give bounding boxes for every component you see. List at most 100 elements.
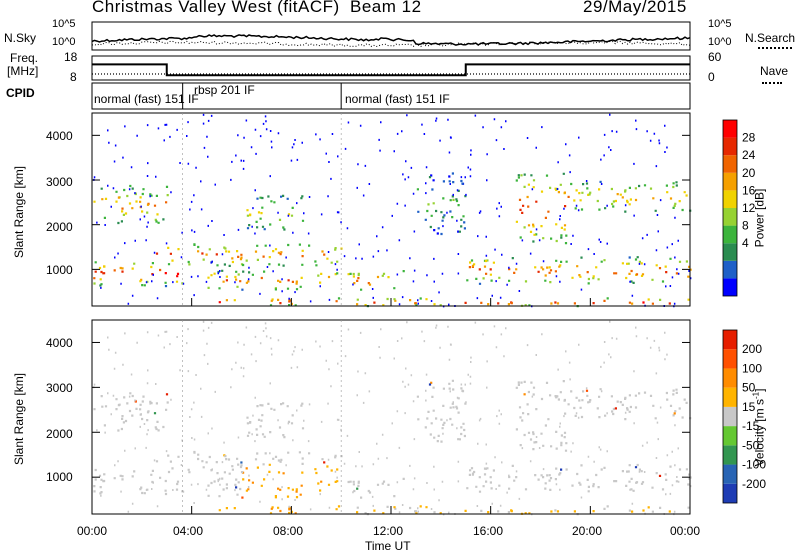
velocity-echo-band-9 [585, 389, 589, 392]
power-colorbar-tick: 20 [742, 166, 756, 180]
nsky-series [91, 34, 691, 46]
power-echo-band-9 [599, 180, 602, 183]
velocity-echo-band-0 [93, 392, 169, 432]
velocity-ytick-2000: 2000 [46, 427, 73, 441]
noise-panel [91, 21, 691, 51]
power-echo-band-9 [616, 193, 673, 202]
nave-legend-line [762, 82, 782, 84]
velocity-colorbar-swatch [723, 483, 737, 503]
power-colorbar-swatch [723, 137, 737, 156]
power-echo-band-3 [246, 209, 291, 217]
power-colorbar-tick: 8 [742, 219, 749, 233]
nsky-label: N.Sky [4, 31, 37, 45]
power-echo-band-4 [241, 288, 244, 291]
velocity-ytick-3000: 3000 [46, 381, 73, 395]
power-echo-band-8 [526, 191, 567, 227]
power-echo-band-8 [518, 198, 550, 219]
velocity-ytick-4000: 4000 [46, 336, 73, 350]
power-echo-band-8 [520, 174, 562, 243]
date-label: 29/May/2015 [583, 0, 687, 16]
power-echo-band-8 [515, 183, 566, 236]
beam-label: Beam 12 [350, 0, 422, 16]
power-ytick-3000: 3000 [46, 175, 73, 189]
power-echo-band-1 [103, 265, 143, 281]
velocity-echo-band-6 [416, 379, 467, 443]
power-echo-band-0 [121, 201, 168, 210]
nsearch-label: N.Search [745, 31, 796, 45]
power-echo-band-2 [202, 246, 339, 266]
power-colorbar-tick: 12 [742, 201, 756, 215]
power-echo-band-1 [94, 261, 171, 287]
power-echo-band-2 [223, 263, 285, 267]
velocity-echo-band-2 [323, 461, 326, 464]
power-echo-band-4 [218, 270, 405, 291]
power-echo-band-6 [417, 172, 466, 236]
power-colorbar-swatch [723, 278, 737, 296]
power-echo-band-5 [356, 297, 662, 307]
power-ytick-4000: 4000 [46, 129, 73, 143]
power-colorbar-swatch [723, 172, 737, 191]
velocity-colorbar-swatch [723, 368, 737, 388]
freq-tick-bottom: 8 [70, 70, 77, 84]
cpid-mode-2: normal (fast) 151 IF [345, 92, 450, 106]
power-echo-band-5 [225, 298, 634, 306]
power-echo-band-5 [279, 300, 671, 305]
nsky-tick-top: 10^5 [52, 18, 76, 30]
xtick-2: 08:00 [273, 524, 304, 538]
power-echo-band-7 [471, 264, 692, 278]
power-echo-band-3 [246, 214, 294, 221]
velocity-colorbar-swatch [723, 426, 737, 446]
power-colorbar-swatch [723, 243, 737, 261]
velocity-echo-band-7 [658, 474, 662, 477]
velocity-colorbar-swatch [723, 445, 737, 465]
velocity-echo-band-2 [240, 461, 243, 464]
power-echo-band-4 [217, 269, 251, 274]
velocity-echo-band-5 [218, 505, 671, 515]
velocity-colorbar-tick: 100 [742, 361, 762, 375]
power-colorbar: 28 24 20 16 12 8 4 [722, 119, 756, 297]
power-echo-band-9 [567, 195, 570, 198]
velocity-echo-band-4 [247, 479, 323, 496]
velocity-echo-band-7 [466, 463, 692, 493]
freq-panel [91, 55, 691, 81]
velocity-echo-band-6 [430, 381, 433, 384]
power-echo-band-9 [582, 181, 692, 213]
velocity-colorbar-swatch [723, 330, 737, 350]
freq-frame [91, 55, 691, 81]
xtick-6: 00:00 [670, 524, 701, 538]
velocity-echo-band-2 [223, 454, 339, 475]
power-ytick-1000: 1000 [46, 263, 73, 277]
velocity-echo-band-2 [242, 467, 285, 475]
velocity-colorbar-swatch [723, 464, 737, 484]
velocity-panel [91, 319, 692, 516]
velocity-colorbar-frame [722, 329, 738, 504]
power-colorbar-frame [722, 119, 738, 297]
velocity-echo-band-4 [241, 496, 244, 499]
plot-title: Christmas Valley West (fitACF) [92, 0, 340, 16]
power-echo-band-5 [233, 298, 690, 307]
velocity-ytick-1000: 1000 [46, 470, 73, 484]
power-echo-band-9 [570, 182, 684, 212]
freq-unit-label: [MHz] [7, 64, 39, 78]
velocity-colorbar-swatch [723, 406, 737, 427]
power-colorbar-swatch [723, 225, 737, 244]
power-echo-band-7 [482, 259, 688, 284]
freq-tick-top: 18 [64, 50, 78, 64]
power-colorbar-tick: 24 [742, 148, 756, 162]
xtick-0: 00:00 [77, 524, 108, 538]
power-echo-band-8 [515, 174, 568, 245]
cpid-mode-1: rbsp 201 IF [194, 83, 255, 97]
power-echo-band-2 [237, 253, 326, 258]
nsearch-tick-bottom: 10^0 [708, 36, 732, 48]
power-echo-band-3 [255, 196, 305, 229]
velocity-colorbar-tick: 15 [742, 400, 756, 414]
xtick-5: 20:00 [572, 524, 603, 538]
velocity-colorbar-tick: -15 [742, 419, 760, 433]
power-echo-band-3 [246, 195, 289, 231]
nsky-tick-bottom: 10^0 [52, 36, 76, 48]
velocity-echo-band-9 [614, 407, 617, 410]
velocity-echo-band-7 [560, 466, 638, 471]
power-colorbar-swatch [723, 155, 737, 173]
velocity-echo-band-3 [246, 402, 305, 439]
power-echo-band-4 [239, 276, 370, 285]
